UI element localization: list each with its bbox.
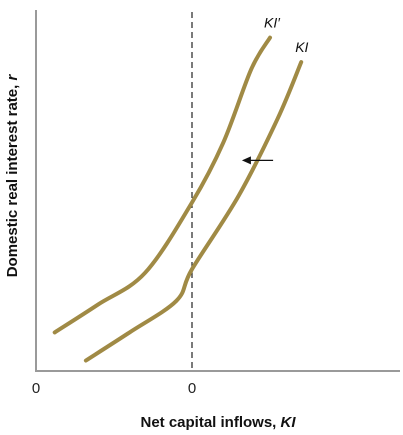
x-tick-label-zero: 0 bbox=[188, 380, 196, 397]
series-label-ki-prime: KI′ bbox=[264, 15, 281, 31]
shift-arrow-head bbox=[242, 156, 251, 164]
y-axis-title-italic: r bbox=[4, 74, 21, 81]
series-line-ki bbox=[86, 62, 301, 360]
x-axis-title-italic: KI bbox=[281, 414, 297, 431]
series-label-ki: KI bbox=[295, 39, 308, 55]
y-axis-title: Domestic real interest rate, r bbox=[4, 74, 21, 278]
x-axis-title-text: Net capital inflows, bbox=[140, 414, 280, 431]
curves bbox=[55, 38, 302, 361]
series-line-ki-prime bbox=[55, 38, 270, 333]
x-tick-label-left: 0 bbox=[32, 380, 40, 397]
y-axis-title-text: Domestic real interest rate, bbox=[4, 81, 21, 278]
x-axis-title: Net capital inflows, KI bbox=[140, 414, 296, 431]
